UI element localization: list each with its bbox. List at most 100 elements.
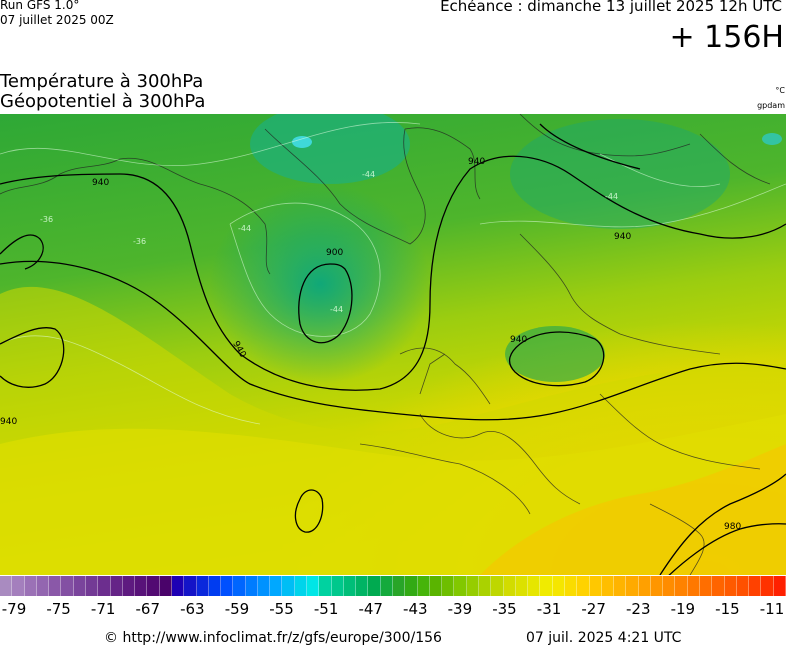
geo-label: 980 [724,522,741,532]
colorbar-segment [614,576,627,596]
footer-source-url[interactable]: © http://www.infoclimat.fr/z/gfs/europe/… [104,630,442,646]
colorbar-label: -11 [759,600,785,618]
colorbar-label: -59 [224,600,250,618]
colorbar-segment [24,576,37,596]
colorbar-segment [184,576,197,596]
colorbar-segment [589,576,602,596]
colorbar-segment [49,576,62,596]
colorbar-segment [700,576,713,596]
colorbar-segment [85,576,99,596]
forecast-hour: + 156H [669,20,785,55]
temperature-unit: °C [775,86,785,95]
colorbar-segment [208,576,222,596]
colorbar-segment [564,576,578,596]
isotherm-label: -44 [330,305,343,314]
colorbar-segment [601,576,615,596]
colorbar-label: -51 [313,600,339,618]
colorbar-segment [466,576,479,596]
colorbar-segment [135,576,148,596]
isotherm-label: -44 [605,192,618,201]
temperature-colorbar [0,576,786,596]
colorbar-segment [73,576,86,596]
colorbar-segment [110,576,123,596]
param-geopotential-title: Géopotentiel à 300hPa [0,91,206,112]
colorbar-segment [257,576,271,596]
colorbar-segment [675,576,688,596]
colorbar-label: -71 [90,600,116,618]
isotherm-label: -44 [238,224,251,233]
geo-label: 940 [614,232,631,242]
colorbar-segment [221,576,234,596]
colorbar-segment [626,576,639,596]
footer-generation-date: 07 juil. 2025 4:21 UTC [526,630,682,646]
colorbar-segment [319,576,332,596]
colorbar-label: -47 [358,600,383,618]
colorbar-segment [650,576,664,596]
colorbar-segment [478,576,492,596]
param-temperature-title: Température à 300hPa [0,71,204,92]
colorbar-segment [307,576,320,596]
colorbar-segment [356,576,369,596]
colorbar-label: -63 [180,600,205,618]
cold-core-central-europe [505,326,605,382]
colorbar-label: -27 [581,600,606,618]
colorbar-segment [687,576,701,596]
colorbar-segment [663,576,676,596]
colorbar-segment [491,576,504,596]
colorbar-segment [0,576,13,596]
colorbar-segment [61,576,74,596]
isotherm-labels: -44 -44 -44 -36 -44 -36 [40,170,618,314]
colorbar-segment [761,576,774,596]
cold-spot-far-northeast [762,133,782,145]
colorbar-label: -19 [670,600,696,618]
colorbar-label: -67 [135,600,161,618]
colorbar-segment [270,576,283,596]
colorbar-segment [12,576,25,596]
colorbar-segment [98,576,111,596]
colorbar-segment [773,576,786,596]
colorbar-segment [196,576,209,596]
geopotential-contours [0,123,786,585]
geo-label: 940 [510,335,527,345]
cold-spot-greenland [292,136,312,148]
colorbar-segment [36,576,50,596]
geo-label: 940 [0,417,17,427]
colorbar-segment [577,576,590,596]
colorbar-segment [245,576,258,596]
colorbar-segment [393,576,406,596]
colorbar-segment [122,576,136,596]
weather-map[interactable]: 940 900 940 940 940 940 980 940 -44 -44 … [0,104,786,585]
isotherm-label: -36 [133,237,146,246]
colorbar-segment [638,576,651,596]
colorbar-segment [552,576,565,596]
cold-core-atlantic [210,184,430,384]
isotherm-label: -44 [362,170,375,179]
geo-label: 940 [468,157,485,167]
colorbar-segment [736,576,750,596]
colorbar-segment [159,576,172,596]
colorbar-segment [749,576,762,596]
cold-core-scandinavia [510,119,730,229]
colorbar-label: -55 [269,600,294,618]
colorbar-label: -39 [447,600,473,618]
colorbar-labels: -79 -75 -71 -67 -63 -59 -55 -51 -47 -43 -39 -35 -31 -… [0,600,786,618]
colorbar-segment [331,576,344,596]
colorbar-segment [282,576,295,596]
warm-band-southeast [480,444,786,575]
colorbar-segment [294,576,308,596]
map-canvas: 940 900 940 940 940 940 980 940 -44 -44 … [0,104,786,585]
colorbar-label: -43 [403,600,428,618]
geo-label: 900 [326,248,343,258]
geo-label: 940 [92,178,109,188]
colorbar-segment [171,576,185,596]
colorbar-segment [503,576,516,596]
colorbar-segment [233,576,246,596]
forecast-valid-time: Echéance : dimanche 13 juillet 2025 12h … [440,0,782,15]
colorbar-segment [540,576,553,596]
colorbar-label: -79 [1,600,27,618]
colorbar-segment [515,576,529,596]
colorbar-segment [712,576,725,596]
run-title: Run GFS 1.0° [0,0,80,12]
colorbar-segment [380,576,393,596]
colorbar-label: -31 [536,600,562,618]
